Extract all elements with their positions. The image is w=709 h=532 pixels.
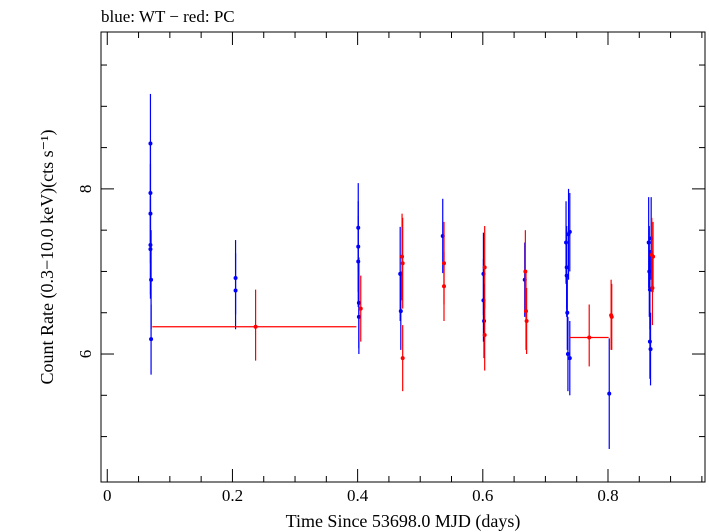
wt-data-point [149, 304, 154, 375]
wt-data-point [565, 275, 570, 350]
x-axis-label: Time Since 53698.0 MJD (days) [286, 511, 521, 532]
pc-data-point [400, 217, 405, 309]
pc-marker [587, 335, 592, 340]
pc-marker [482, 333, 487, 338]
wt-marker [565, 310, 570, 315]
pc-data-point [441, 251, 446, 321]
wt-data-point [648, 312, 653, 386]
pc-data-point [152, 289, 357, 361]
pc-marker [400, 356, 405, 361]
wt-marker [647, 339, 652, 344]
pc-data-point [482, 226, 487, 309]
wt-marker [567, 356, 572, 361]
pc-data-point [400, 325, 405, 392]
pc-marker [400, 261, 405, 266]
x-tick-label: 0.8 [597, 486, 618, 505]
wt-data-point [647, 304, 652, 379]
pc-marker [358, 306, 363, 311]
wt-marker [564, 240, 569, 245]
pc-data-point [524, 287, 529, 355]
wt-marker [149, 337, 154, 342]
wt-data-point [567, 320, 572, 396]
wt-data-point [607, 338, 612, 449]
wt-data-point [565, 316, 570, 392]
y-tick-label: 6 [76, 350, 95, 359]
wt-marker [356, 314, 361, 319]
wt-marker [607, 391, 612, 396]
x-tick-label: 0.2 [222, 486, 243, 505]
x-tick-label: 0.6 [472, 486, 493, 505]
wt-data-point [233, 253, 238, 330]
wt-marker [482, 318, 487, 323]
data-marks [148, 93, 656, 449]
y-axis-label: Count Rate (0.3−10.0 keV)(cts s⁻¹) [37, 129, 58, 384]
pc-marker [482, 265, 487, 270]
plot-frame [100, 31, 706, 483]
y-tick-labels: 68 [76, 185, 95, 359]
x-tick-labels: 0 0.2 0.4 0.6 0.8 [103, 486, 619, 505]
wt-marker [356, 259, 361, 264]
x-tick-label: 0 [103, 486, 112, 505]
chart-title: blue: WT − red: PC [101, 7, 235, 26]
pc-marker [650, 285, 655, 290]
pc-marker [523, 269, 528, 274]
wt-marker [567, 229, 572, 234]
pc-marker [524, 318, 529, 323]
pc-marker [651, 254, 656, 259]
pc-data-point [609, 283, 614, 350]
pc-marker [253, 324, 258, 329]
wt-marker [148, 247, 153, 252]
pc-data-point [358, 275, 363, 342]
wt-marker [648, 347, 653, 352]
wt-data-point [567, 193, 572, 272]
wt-data-point [356, 216, 361, 307]
x-tick-label: 0.4 [347, 486, 369, 505]
wt-data-point [398, 271, 403, 350]
wt-marker [233, 288, 238, 293]
pc-data-point [569, 304, 609, 367]
axis-ticks [101, 32, 705, 482]
pc-data-point [651, 221, 656, 293]
pc-marker [609, 314, 614, 319]
wt-data-point [356, 279, 361, 355]
wt-marker [149, 277, 154, 282]
y-tick-label: 8 [76, 185, 95, 194]
wt-data-point [564, 201, 569, 284]
pc-marker [523, 309, 528, 314]
wt-marker [646, 240, 651, 245]
wt-marker [565, 352, 570, 357]
wt-data-point [482, 283, 487, 359]
pc-data-point [482, 299, 487, 371]
wt-marker [398, 309, 403, 314]
pc-marker [441, 284, 446, 289]
pc-marker [400, 254, 405, 259]
